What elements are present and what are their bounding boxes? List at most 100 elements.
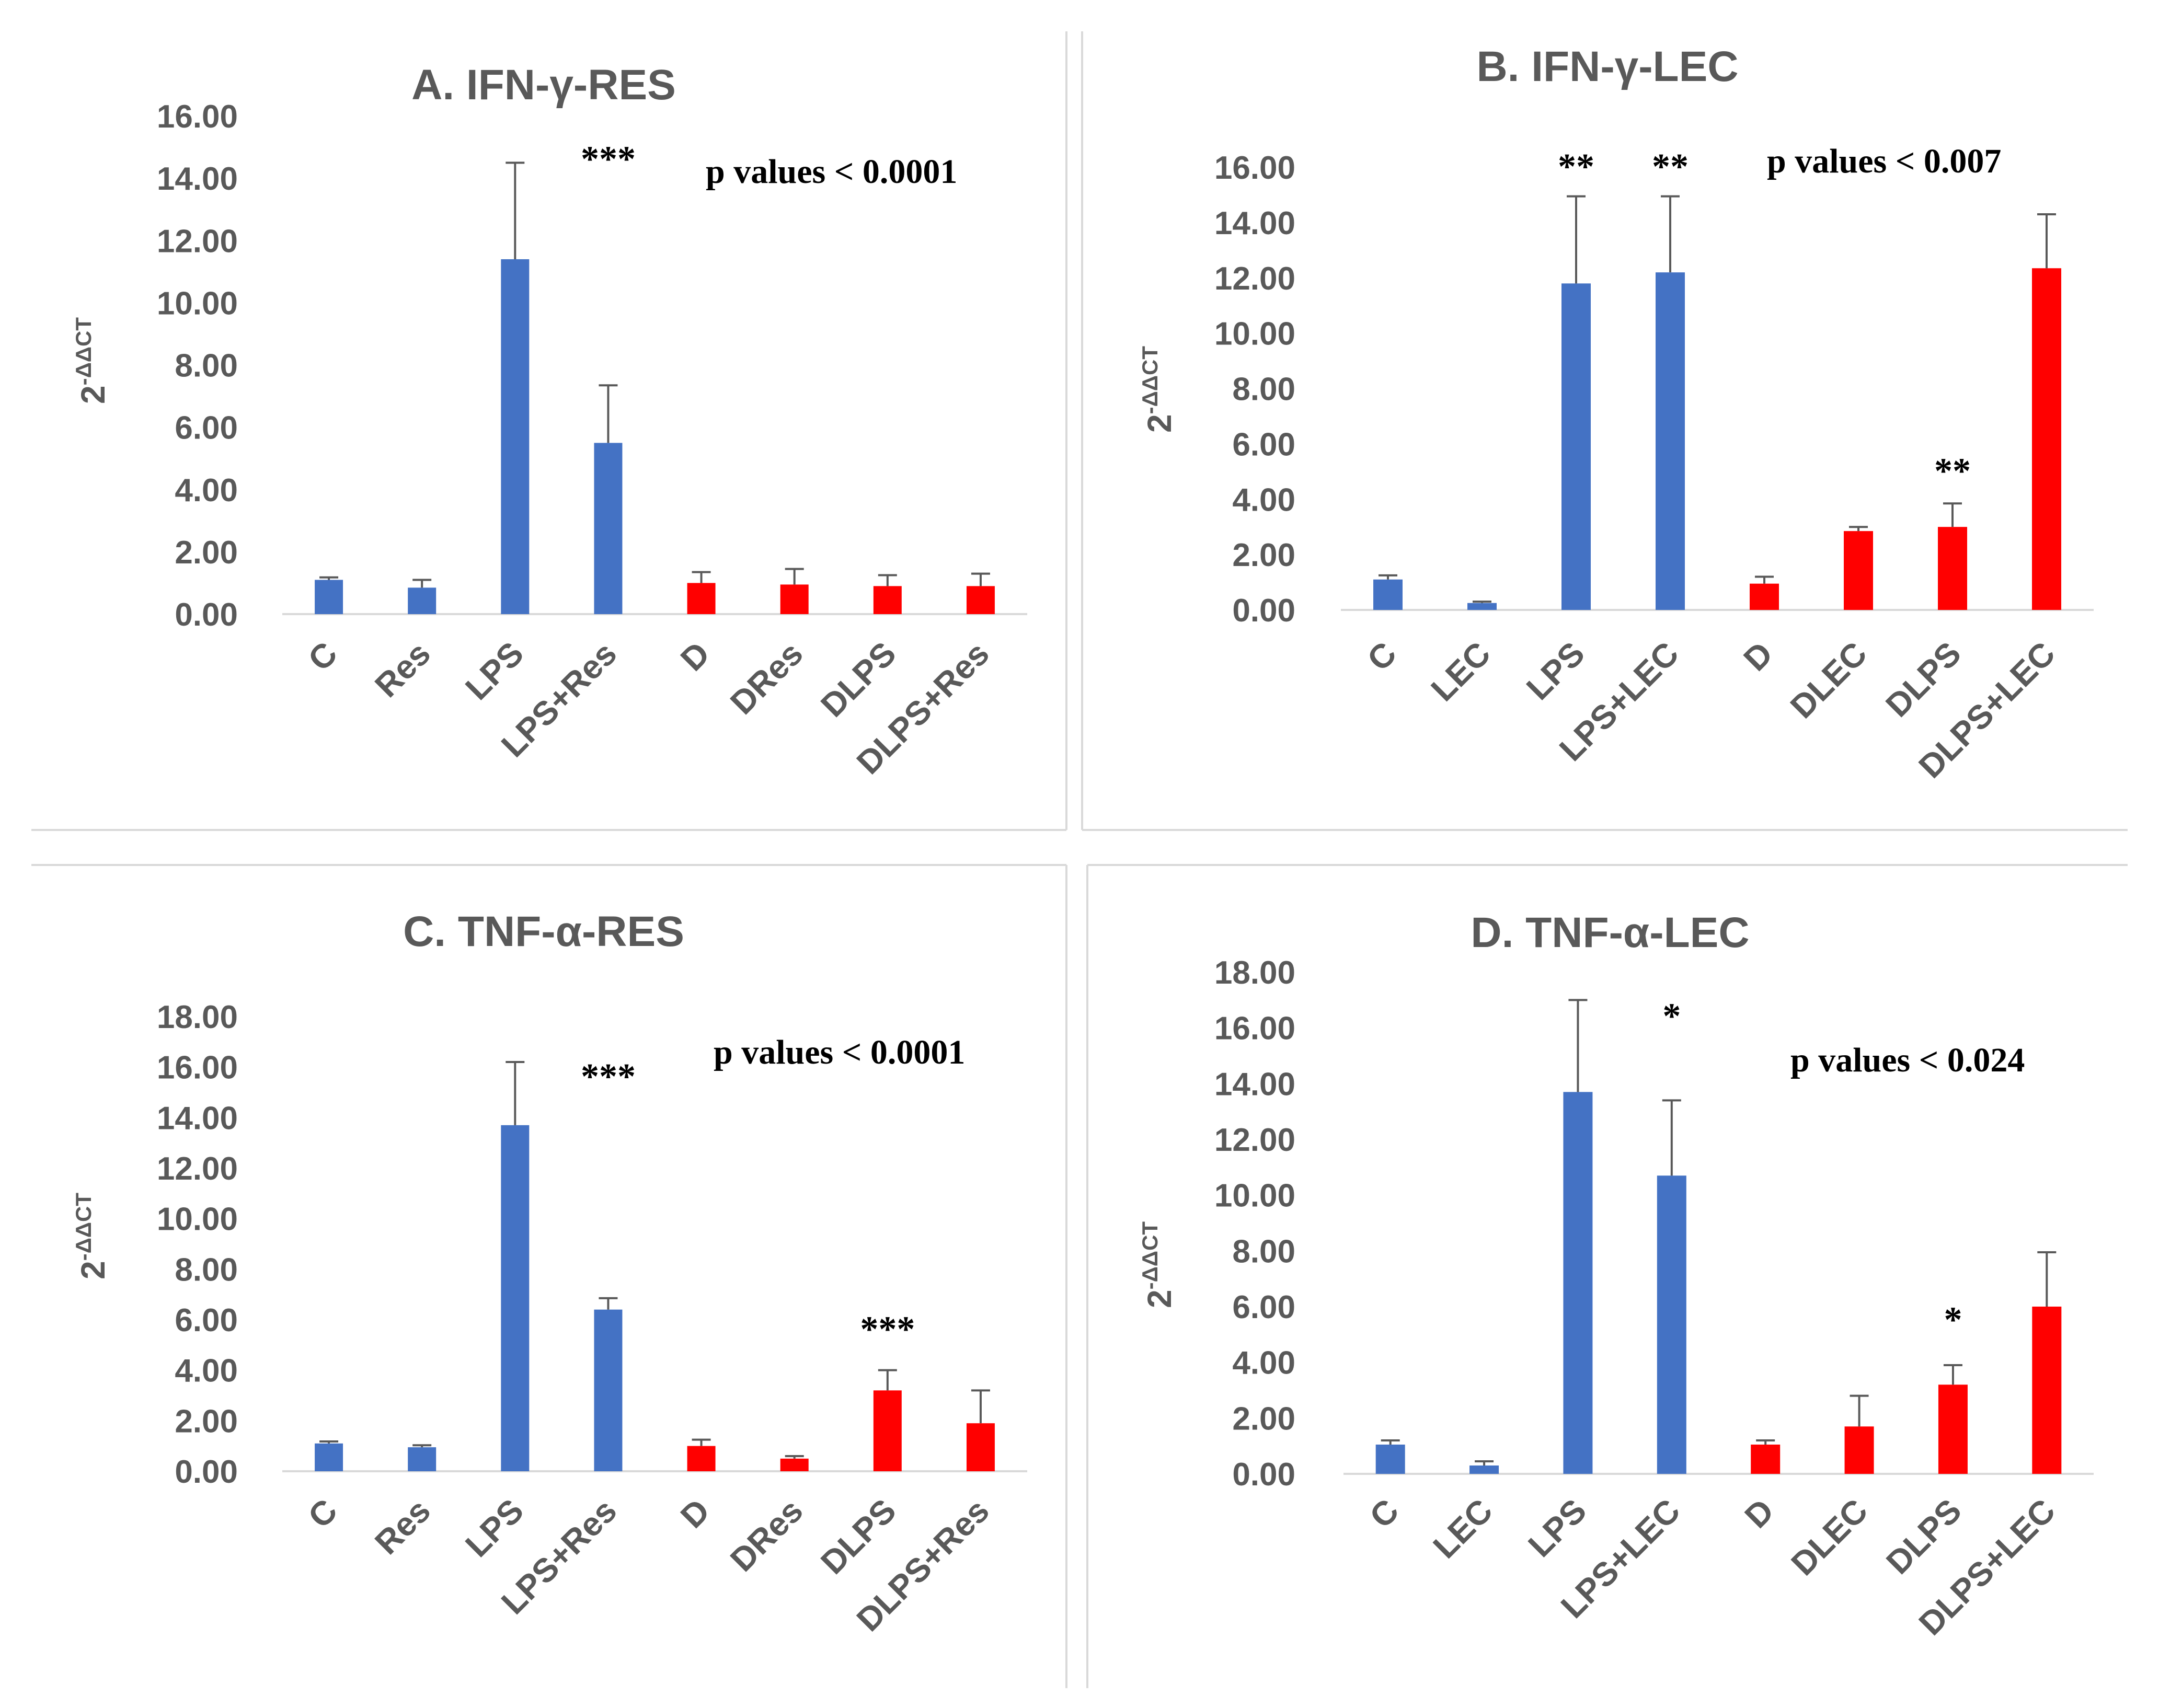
chart-title: A. IFN-γ-RES xyxy=(411,61,676,109)
p-value-annotation: p values < 0.0001 xyxy=(706,153,957,191)
x-tick-label: LPS xyxy=(1521,1492,1593,1564)
bar-LPS+LEC xyxy=(1656,272,1685,610)
x-tick-label: DLPS xyxy=(1878,634,1968,724)
chart-panel-1: A. IFN-γ-RES 2-ΔΔCT 0.00 2.00 4.00 6.00 8.00 10… xyxy=(71,61,1027,781)
y-axis-label: 2-ΔΔCT xyxy=(71,1193,112,1279)
p-value-annotation: p values < 0.024 xyxy=(1790,1041,2025,1079)
y-tick-label: 0.00 xyxy=(1232,593,1295,629)
bar-LEC xyxy=(1467,603,1497,610)
bar-Res xyxy=(408,587,437,614)
chart-title: B. IFN-γ-LEC xyxy=(1476,43,1738,90)
y-axis-label: 2-ΔΔCT xyxy=(71,317,112,404)
y-tick-label: 14.00 xyxy=(1214,205,1295,241)
bar-LEC xyxy=(1469,1465,1499,1474)
p-value-annotation: p values < 0.007 xyxy=(1767,142,2001,180)
y-tick-label: 16.00 xyxy=(1214,1011,1295,1047)
bar-LPS+LEC xyxy=(1657,1175,1686,1474)
y-tick-label: 8.00 xyxy=(1232,372,1295,408)
bar-D xyxy=(1750,583,1779,610)
bar-D xyxy=(687,583,716,614)
x-tick-label: Res xyxy=(368,634,438,705)
bar-DRes xyxy=(780,1458,809,1471)
bar-DLPS xyxy=(873,1390,902,1471)
y-tick-label: 6.00 xyxy=(1232,1289,1295,1325)
y-tick-label: 8.00 xyxy=(1232,1233,1295,1270)
y-axis-label: 2-ΔΔCT xyxy=(1138,1221,1178,1308)
bar-DLPS xyxy=(1938,527,1967,610)
y-tick-label: 14.00 xyxy=(157,1100,238,1136)
x-tick-label: LEC xyxy=(1423,634,1497,708)
y-tick-label: 2.00 xyxy=(175,535,238,571)
y-tick-label: 10.00 xyxy=(1214,1178,1295,1214)
bar-Res xyxy=(408,1447,437,1471)
y-tick-label: 10.00 xyxy=(157,285,238,321)
y-tick-label: 4.00 xyxy=(1232,482,1295,518)
bar-DRes xyxy=(780,584,809,614)
x-tick-label: DLPS xyxy=(1879,1492,1969,1582)
y-tick-label: 0.00 xyxy=(175,1454,238,1490)
chart-panel-2: B. IFN-γ-LEC 2-ΔΔCT 0.00 2.00 4.00 6.00 8.00 10… xyxy=(1138,43,2094,786)
y-tick-label: 2.00 xyxy=(175,1403,238,1439)
p-value-annotation: p values < 0.0001 xyxy=(714,1033,965,1071)
y-tick-label: 8.00 xyxy=(175,348,238,384)
significance-marker: *** xyxy=(581,1057,636,1097)
significance-marker: ** xyxy=(1558,147,1594,187)
chart-title: D. TNF-α-LEC xyxy=(1471,909,1749,956)
significance-marker: ** xyxy=(1652,147,1689,187)
y-tick-label: 10.00 xyxy=(157,1202,238,1238)
x-tick-label: C xyxy=(301,1492,344,1536)
bar-LPS xyxy=(1563,1092,1593,1474)
y-axis-label: 2-ΔΔCT xyxy=(1138,346,1178,433)
x-tick-label: DLPS xyxy=(813,1492,903,1582)
y-tick-label: 6.00 xyxy=(1232,426,1295,463)
bar-LPS xyxy=(501,259,530,614)
bar-DLPS xyxy=(1938,1384,1968,1474)
x-tick-label: D xyxy=(673,1492,717,1536)
x-tick-label: DLPS xyxy=(813,634,903,724)
y-tick-label: 18.00 xyxy=(1214,955,1295,991)
bar-DLEC xyxy=(1844,531,1873,610)
y-tick-label: 12.00 xyxy=(157,223,238,259)
bar-LPS xyxy=(501,1125,530,1471)
y-tick-label: 4.00 xyxy=(175,1353,238,1389)
y-tick-label: 2.00 xyxy=(1232,537,1295,573)
y-tick-label: 2.00 xyxy=(1232,1401,1295,1437)
x-tick-label: C xyxy=(301,634,344,678)
y-tick-label: 6.00 xyxy=(175,410,238,446)
y-tick-label: 18.00 xyxy=(157,999,238,1035)
x-tick-label: D xyxy=(1737,1492,1781,1536)
bar-C xyxy=(1375,1445,1405,1474)
significance-marker: ** xyxy=(1934,451,1971,491)
significance-marker: * xyxy=(1662,996,1681,1036)
bar-DLPS+LEC xyxy=(2032,1307,2062,1474)
x-tick-label: LPS xyxy=(458,634,531,707)
y-tick-label: 0.00 xyxy=(175,597,238,633)
y-tick-label: 12.00 xyxy=(1214,1122,1295,1158)
significance-marker: *** xyxy=(860,1309,915,1349)
y-tick-label: 12.00 xyxy=(157,1151,238,1187)
bar-LPS+Res xyxy=(594,1309,623,1471)
x-tick-label: D xyxy=(673,634,717,678)
bar-LPS xyxy=(1561,283,1591,610)
bar-C xyxy=(315,1443,343,1471)
bar-D xyxy=(1751,1445,1781,1474)
x-tick-label: DRes xyxy=(723,634,810,722)
y-tick-label: 14.00 xyxy=(157,161,238,197)
bar-DLPS xyxy=(873,586,902,614)
y-tick-label: 0.00 xyxy=(1232,1457,1295,1493)
chart-panel-3: C. TNF-α-RES 2-ΔΔCT 0.00 2.00 4.00 6.00 8.00 10… xyxy=(71,908,1027,1638)
x-tick-label: Res xyxy=(368,1492,438,1562)
chart-title: C. TNF-α-RES xyxy=(403,908,684,955)
x-tick-label: DLEC xyxy=(1783,634,1874,725)
y-tick-label: 6.00 xyxy=(175,1302,238,1338)
x-tick-label: C xyxy=(1360,634,1404,678)
x-tick-label: LPS xyxy=(458,1492,531,1564)
x-tick-label: LEC xyxy=(1426,1492,1500,1565)
bar-C xyxy=(1373,579,1403,610)
y-tick-label: 16.00 xyxy=(157,1050,238,1086)
x-tick-label: D xyxy=(1736,634,1780,678)
x-tick-label: LPS xyxy=(1519,634,1592,707)
chart-panel-4: D. TNF-α-LEC 2-ΔΔCT 0.00 2.00 4.00 6.00 8.00 10… xyxy=(1138,909,2094,1643)
y-tick-label: 16.00 xyxy=(157,99,238,135)
